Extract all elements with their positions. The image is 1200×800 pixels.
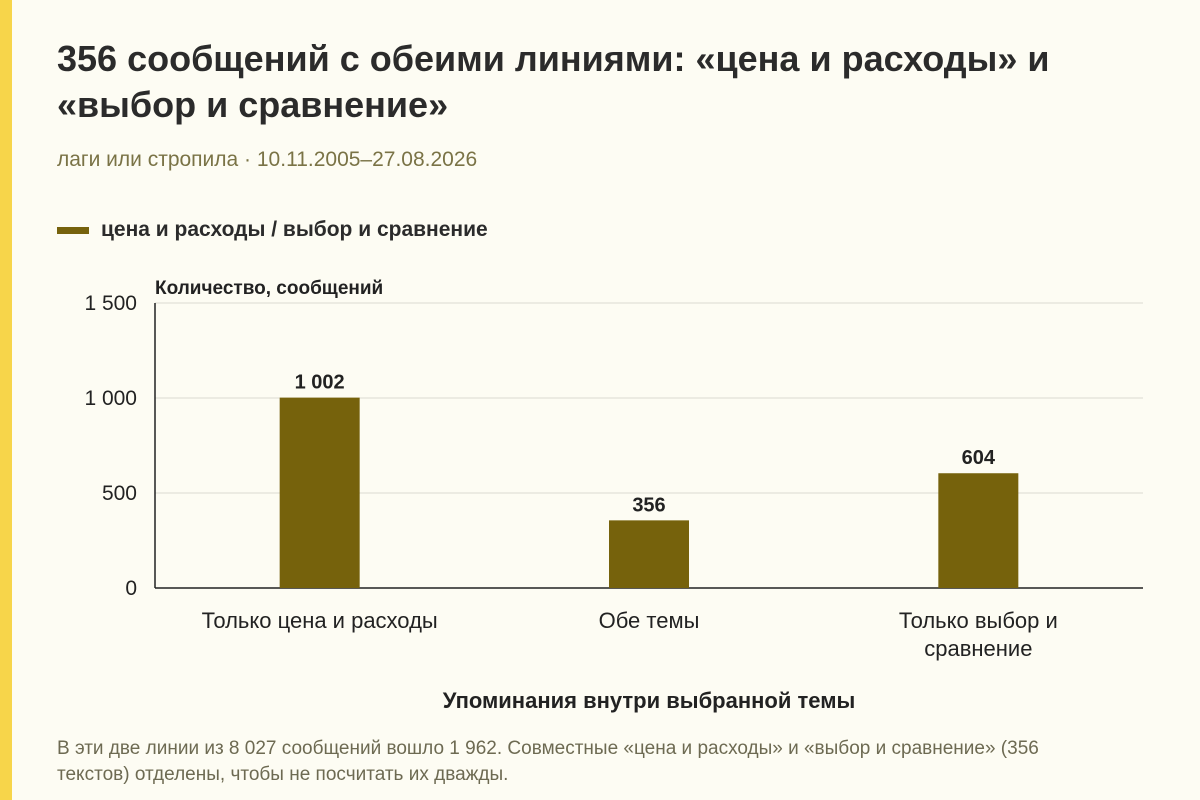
x-tick-label: Только выбор и сравнение — [899, 608, 1058, 661]
chart-title: 356 сообщений с обеими линиями: «цена и … — [57, 38, 1050, 125]
legend-label: цена и расходы / выбор и сравнение — [101, 218, 488, 241]
y-tick-label: 1 500 — [84, 292, 137, 315]
legend: цена и расходы / выбор и сравнение — [57, 218, 488, 242]
legend-swatch — [57, 226, 89, 234]
data-label: 604 — [962, 447, 996, 469]
bar — [609, 520, 689, 588]
x-axis-label: Упоминания внутри выбранной темы — [443, 688, 856, 713]
data-label: 1 002 — [295, 372, 345, 394]
x-tick-label: Обе темы — [599, 608, 700, 633]
data-label: 356 — [632, 494, 665, 516]
x-tick-label: Только цена и расходы — [202, 608, 438, 633]
y-axis-label: Количество, сообщений — [155, 278, 383, 299]
accent-bar — [0, 0, 12, 800]
y-tick-label: 0 — [125, 577, 137, 600]
y-tick-label: 1 000 — [84, 387, 137, 410]
chart-subtitle: лаги или стропила · 10.11.2005–27.08.202… — [57, 148, 478, 171]
footnote: В эти две линии из 8 027 сообщений вошло… — [57, 738, 1039, 785]
bar — [279, 397, 360, 588]
y-tick-label: 500 — [102, 482, 137, 505]
bar — [938, 473, 1019, 588]
